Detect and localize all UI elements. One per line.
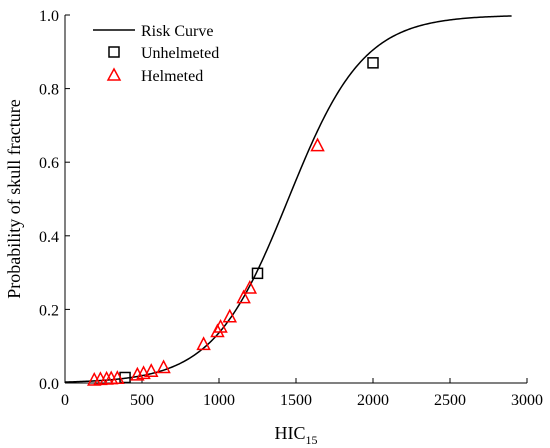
helmeted-point [213, 318, 228, 333]
helmeted-point [196, 336, 211, 351]
x-tick-label: 0 [61, 392, 69, 409]
y-tick-label: 0.6 [39, 155, 59, 172]
legend-unhelmeted-marker [108, 46, 120, 58]
legend-helmeted-label: Helmeted [141, 68, 203, 85]
legend-helmeted-marker [106, 67, 122, 81]
y-tick-label: 1.0 [39, 8, 59, 25]
x-tick-label: 2000 [357, 392, 389, 409]
y-tick-label: 0.4 [39, 229, 59, 246]
helmeted-point [242, 279, 258, 294]
y-tick-label: 0.0 [39, 376, 59, 393]
helmeted-point [310, 137, 325, 152]
legend-unhelmeted-label: Unhelmeted [141, 45, 219, 62]
unhelmeted-point [251, 267, 264, 280]
y-ticks: 0.0 0.2 0.4 0.6 0.8 1.0 [39, 8, 70, 393]
x-axis-label: HIC15 [275, 423, 318, 447]
risk-curve-layer [64, 15, 512, 383]
x-ticks: 0 500 1000 1500 2000 2500 3000 [61, 378, 543, 409]
y-axis-label: Probability of skull fracture [4, 99, 24, 298]
x-tick-label: 500 [130, 392, 154, 409]
helmeted-point [144, 363, 159, 377]
unhelmeted-point [367, 57, 379, 69]
x-tick-label: 2500 [434, 392, 466, 409]
x-tick-label: 1500 [280, 392, 312, 409]
x-axis-label-main: HIC [275, 423, 306, 443]
y-tick-label: 0.8 [39, 82, 59, 99]
helmeted-point [110, 370, 125, 384]
x-axis-label-subscript: 15 [306, 433, 318, 447]
x-tick-label: 1000 [203, 392, 235, 409]
helmeted-point [156, 359, 171, 374]
points-layer [87, 57, 379, 386]
helmeted-point [222, 308, 238, 323]
legend-curve-label: Risk Curve [141, 23, 213, 40]
x-tick-label: 3000 [511, 392, 543, 409]
legend: Risk Curve Unhelmeted Helmeted [93, 23, 219, 85]
helmeted-point [236, 289, 251, 304]
y-tick-label: 0.2 [39, 302, 59, 319]
risk-curve-line [64, 15, 512, 383]
